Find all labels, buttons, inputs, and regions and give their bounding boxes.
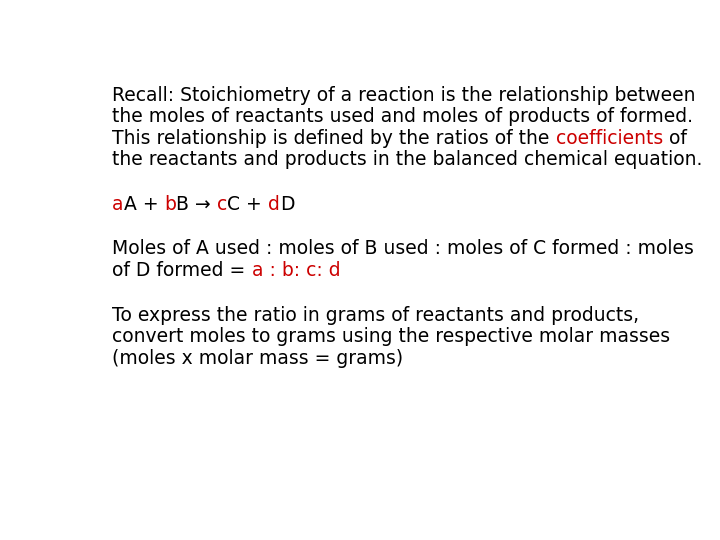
Text: the moles of reactants used and moles of products of formed.: the moles of reactants used and moles of… <box>112 107 693 126</box>
Text: To express the ratio in grams of reactants and products,: To express the ratio in grams of reactan… <box>112 306 639 325</box>
Text: of: of <box>663 129 687 148</box>
Text: coefficients: coefficients <box>556 129 663 148</box>
Text: Moles of A used : moles of B used : moles of C formed : moles: Moles of A used : moles of B used : mole… <box>112 239 694 259</box>
Text: d: d <box>268 195 280 214</box>
Text: of D formed =: of D formed = <box>112 261 251 280</box>
Text: the reactants and products in the balanced chemical equation.: the reactants and products in the balanc… <box>112 151 703 170</box>
Text: a : b: c: d: a : b: c: d <box>251 261 340 280</box>
Text: C +: C + <box>228 195 268 214</box>
Text: b: b <box>164 195 176 214</box>
Text: This relationship is defined by the ratios of the: This relationship is defined by the rati… <box>112 129 556 148</box>
Text: Recall: Stoichiometry of a reaction is the relationship between: Recall: Stoichiometry of a reaction is t… <box>112 85 696 105</box>
Text: B →: B → <box>176 195 217 214</box>
Text: (moles x molar mass = grams): (moles x molar mass = grams) <box>112 349 403 368</box>
Text: c: c <box>217 195 228 214</box>
Text: D: D <box>280 195 294 214</box>
Text: a: a <box>112 195 124 214</box>
Text: A +: A + <box>124 195 164 214</box>
Text: convert moles to grams using the respective molar masses: convert moles to grams using the respect… <box>112 327 670 346</box>
